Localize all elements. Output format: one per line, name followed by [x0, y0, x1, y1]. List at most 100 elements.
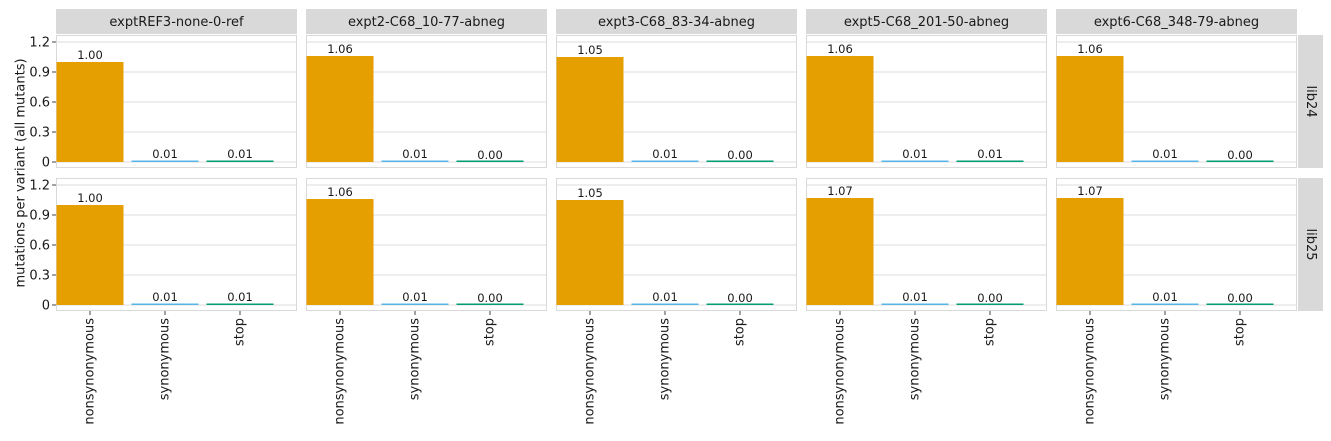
- bar-label-lib24-4-stop: 0.00: [1227, 148, 1253, 162]
- bar-label-lib24-1-synonymous: 0.01: [402, 147, 428, 161]
- bar-label-lib24-0-stop: 0.01: [227, 147, 253, 161]
- bar-lib24-0-stop: [206, 160, 274, 162]
- column-strip-label-1: expt2-C68_10-77-abneg: [348, 15, 505, 30]
- y-tick-label-0-2: 0.6: [29, 96, 50, 111]
- bar-label-lib25-1-nonsynonymous: 1.06: [327, 185, 353, 199]
- bar-lib25-2-nonsynonymous: [556, 200, 624, 305]
- row-strip-1: [1298, 178, 1323, 311]
- bar-lib24-1-stop: [456, 160, 524, 162]
- bar-label-lib24-3-nonsynonymous: 1.06: [827, 42, 853, 56]
- bar-label-lib25-4-stop: 0.00: [1227, 291, 1253, 305]
- bar-label-lib25-2-stop: 0.00: [727, 291, 753, 305]
- bar-label-lib24-3-stop: 0.01: [977, 147, 1003, 161]
- x-tick-label-4-2: stop: [1233, 318, 1248, 346]
- column-strip-label-4: expt6-C68_348-79-abneg: [1094, 15, 1259, 30]
- bar-lib25-0-nonsynonymous: [56, 205, 124, 305]
- bar-label-lib25-0-synonymous: 0.01: [152, 290, 178, 304]
- x-tick-label-3-0: nonsynonymous: [833, 318, 848, 425]
- bar-lib25-2-synonymous: [631, 303, 699, 305]
- bar-lib24-3-stop: [956, 160, 1024, 162]
- bar-lib24-1-synonymous: [381, 160, 449, 162]
- bar-lib25-4-synonymous: [1131, 303, 1199, 305]
- bar-label-lib25-2-nonsynonymous: 1.05: [577, 186, 603, 200]
- bar-label-lib24-2-synonymous: 0.01: [652, 147, 678, 161]
- bar-lib25-0-synonymous: [131, 303, 199, 305]
- y-tick-label-0-4: 1.2: [29, 36, 50, 51]
- bar-lib24-0-synonymous: [131, 160, 199, 162]
- y-tick-label-1-4: 1.2: [29, 179, 50, 194]
- bar-label-lib25-2-synonymous: 0.01: [652, 290, 678, 304]
- column-strip-4: [1056, 9, 1297, 34]
- x-tick-label-1-0: nonsynonymous: [333, 318, 348, 425]
- bar-label-lib24-3-synonymous: 0.01: [902, 147, 928, 161]
- x-tick-label-0-2: stop: [233, 318, 248, 346]
- column-strip-1: [306, 9, 547, 34]
- x-tick-label-2-1: synonymous: [658, 318, 673, 400]
- x-tick-label-3-2: stop: [983, 318, 998, 346]
- bar-lib24-2-synonymous: [631, 160, 699, 162]
- bar-label-lib25-4-synonymous: 0.01: [1152, 290, 1178, 304]
- bar-lib24-3-synonymous: [881, 160, 949, 162]
- bar-label-lib25-1-stop: 0.00: [477, 291, 503, 305]
- row-strip-label-0: lib24: [1303, 85, 1318, 117]
- bar-lib24-3-nonsynonymous: [806, 56, 874, 162]
- row-strip-0: [1298, 35, 1323, 168]
- y-tick-label-0-0: 0: [42, 156, 50, 171]
- bar-label-lib25-3-nonsynonymous: 1.07: [827, 184, 853, 198]
- bar-lib24-2-stop: [706, 160, 774, 162]
- bar-lib24-4-synonymous: [1131, 160, 1199, 162]
- bar-label-lib25-3-synonymous: 0.01: [902, 290, 928, 304]
- x-tick-label-0-1: synonymous: [158, 318, 173, 400]
- row-strip-label-1: lib25: [1303, 228, 1318, 260]
- bar-lib25-1-nonsynonymous: [306, 199, 374, 305]
- x-tick-label-4-1: synonymous: [1158, 318, 1173, 400]
- bar-lib25-1-stop: [456, 303, 524, 305]
- bar-lib25-1-synonymous: [381, 303, 449, 305]
- bar-label-lib24-4-nonsynonymous: 1.06: [1077, 42, 1103, 56]
- bar-lib24-4-nonsynonymous: [1056, 56, 1124, 162]
- column-strip-label-3: expt5-C68_201-50-abneg: [844, 15, 1009, 30]
- bar-lib25-0-stop: [206, 303, 274, 305]
- column-strip-3: [806, 9, 1047, 34]
- bar-label-lib25-0-nonsynonymous: 1.00: [77, 191, 103, 205]
- bar-lib25-2-stop: [706, 303, 774, 305]
- bar-lib24-0-nonsynonymous: [56, 62, 124, 162]
- y-tick-label-1-1: 0.3: [29, 269, 50, 284]
- column-strip-0: [56, 9, 297, 34]
- x-tick-label-0-0: nonsynonymous: [83, 318, 98, 425]
- y-tick-label-1-3: 0.9: [29, 209, 50, 224]
- y-tick-label-0-3: 0.9: [29, 66, 50, 81]
- x-tick-label-1-1: synonymous: [408, 318, 423, 400]
- bar-label-lib24-0-synonymous: 0.01: [152, 147, 178, 161]
- bar-lib25-4-stop: [1206, 303, 1274, 305]
- bar-lib25-4-nonsynonymous: [1056, 198, 1124, 305]
- column-strip-2: [556, 9, 797, 34]
- x-tick-label-1-2: stop: [483, 318, 498, 346]
- x-tick-label-2-0: nonsynonymous: [583, 318, 598, 425]
- bar-lib24-4-stop: [1206, 160, 1274, 162]
- bar-lib25-3-stop: [956, 303, 1024, 305]
- bar-label-lib24-0-nonsynonymous: 1.00: [77, 48, 103, 62]
- bar-label-lib24-1-nonsynonymous: 1.06: [327, 42, 353, 56]
- bar-label-lib24-2-nonsynonymous: 1.05: [577, 43, 603, 57]
- bar-lib24-1-nonsynonymous: [306, 56, 374, 162]
- column-strip-label-0: exptREF3-none-0-ref: [109, 15, 244, 30]
- bar-lib24-2-nonsynonymous: [556, 57, 624, 162]
- bar-label-lib25-3-stop: 0.00: [977, 291, 1003, 305]
- x-tick-label-2-2: stop: [733, 318, 748, 346]
- column-strip-label-2: expt3-C68_83-34-abneg: [598, 15, 755, 30]
- bar-label-lib24-4-synonymous: 0.01: [1152, 147, 1178, 161]
- bar-label-lib25-0-stop: 0.01: [227, 290, 253, 304]
- x-tick-label-4-0: nonsynonymous: [1083, 318, 1098, 425]
- y-tick-label-0-1: 0.3: [29, 126, 50, 141]
- bar-label-lib24-1-stop: 0.00: [477, 148, 503, 162]
- x-tick-label-3-1: synonymous: [908, 318, 923, 400]
- bar-label-lib25-1-synonymous: 0.01: [402, 290, 428, 304]
- bar-label-lib25-4-nonsynonymous: 1.07: [1077, 184, 1103, 198]
- y-tick-label-1-0: 0: [42, 299, 50, 314]
- bar-lib25-3-synonymous: [881, 303, 949, 305]
- bar-label-lib24-2-stop: 0.00: [727, 148, 753, 162]
- y-axis-title: mutations per variant (all mutants): [14, 58, 29, 287]
